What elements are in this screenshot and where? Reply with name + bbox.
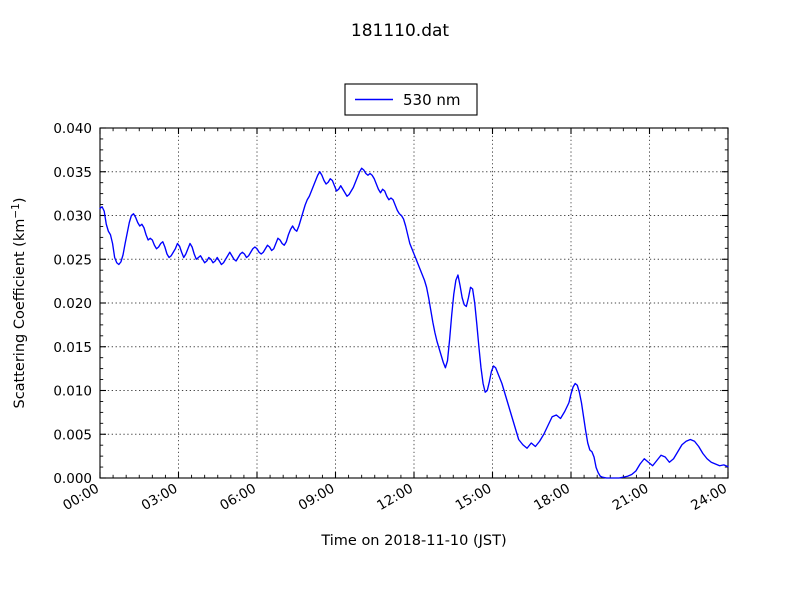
y-axis-label-main: Scattering Coefficient (km (12, 219, 28, 409)
y-axis-label: Scattering Coefficient (km−1) (10, 197, 28, 408)
y-axis-label-tail: ) (12, 197, 28, 203)
y-tick-label: 0.035 (53, 165, 92, 181)
y-tick-label: 0.010 (53, 384, 92, 400)
x-axis-label: Time on 2018-11-10 (JST) (320, 533, 506, 549)
series-line-530-nm (99, 167, 729, 479)
y-tick-label: 0.000 (53, 471, 92, 487)
y-tick-label: 0.020 (53, 296, 92, 312)
page-title: 181110.dat (351, 21, 450, 41)
y-tick-label: 0.025 (53, 252, 92, 268)
y-tick-label: 0.040 (53, 121, 92, 137)
legend: 530 nm (344, 83, 478, 116)
y-tick-label: 0.030 (53, 209, 92, 225)
plot-frame (99, 127, 729, 479)
data-series (99, 167, 729, 479)
y-axis-label-superscript: −1 (10, 203, 22, 218)
x-tick-labels: 00:00 03:00 06:00 09:00 12:00 15:00 18:00 21:00… (60, 481, 730, 514)
gridlines (100, 128, 728, 478)
y-tick-label: 0.005 (53, 427, 92, 443)
legend-label: 530 nm (403, 91, 461, 109)
y-tick-label: 0.015 (53, 340, 92, 356)
y-tick-labels: 0.000 0.005 0.010 0.015 0.020 0.025 0.030 0.035… (53, 121, 92, 487)
